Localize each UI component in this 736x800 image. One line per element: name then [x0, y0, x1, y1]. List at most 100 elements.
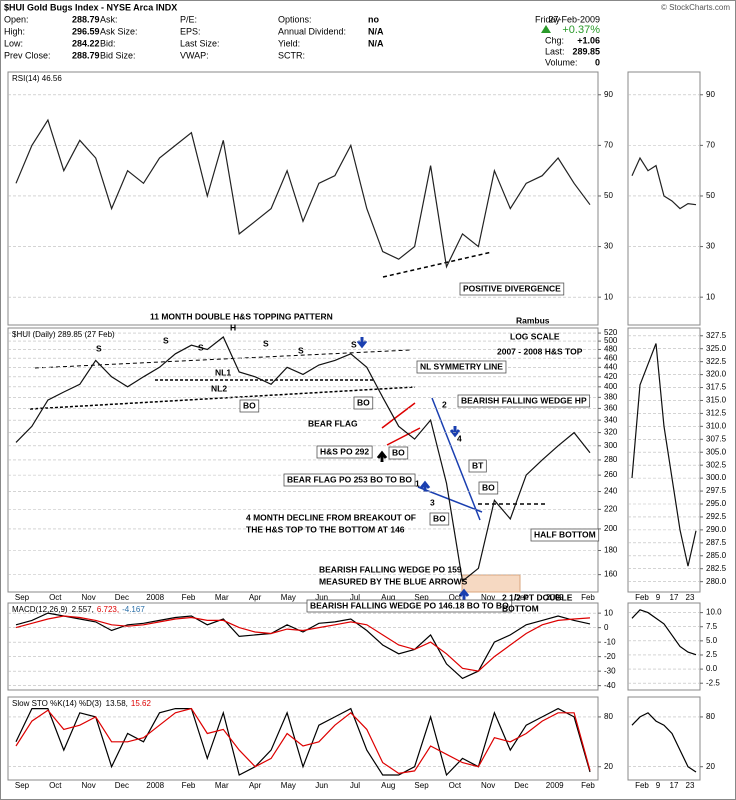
- annotation: 2 1/2 PT DOUBLE: [502, 592, 573, 602]
- y-tick-label: 282.5: [706, 564, 727, 573]
- y-tick-label: 280: [604, 455, 618, 464]
- x-tick-label: 2009: [546, 781, 564, 790]
- field-label: Low:: [4, 38, 23, 48]
- x-tick-label: Jun: [315, 781, 328, 790]
- annotation: HALF BOTTOM: [534, 529, 596, 539]
- x-tick-label: 2008: [146, 593, 164, 602]
- mini-macd-frame: [627, 602, 701, 691]
- field-label: Prev Close:: [4, 50, 51, 60]
- annotation-box: [353, 396, 374, 410]
- annotation: BEAR FLAG PO 253 BO TO BO: [287, 474, 412, 484]
- y-tick-label: 312.5: [706, 409, 727, 418]
- arrow: [376, 450, 388, 462]
- field-value: 296.59: [72, 26, 100, 36]
- x-tick-label: Feb: [182, 781, 196, 790]
- annotation: BEARISH FALLING WEDGE PO 159: [319, 564, 462, 574]
- y-tick-label: 285.0: [706, 551, 727, 560]
- y-tick-label: 160: [604, 570, 618, 579]
- wedge-line: [431, 397, 481, 521]
- y-tick-label: 305.0: [706, 447, 727, 456]
- y-tick-label: 290.0: [706, 525, 727, 534]
- annotation: BO: [482, 482, 495, 492]
- x-tick-label: 23: [686, 781, 695, 790]
- y-tick-label: 7.5: [706, 622, 718, 631]
- x-tick-label: Sep: [15, 593, 30, 602]
- annotation: Rambus: [516, 315, 550, 325]
- annotation-box: [239, 399, 260, 413]
- annotation: BO: [357, 397, 370, 407]
- y-tick-label: 50: [604, 191, 613, 200]
- series-line: [631, 156, 697, 210]
- quote-day: Friday: [535, 14, 561, 24]
- quote-value: +1.06: [577, 35, 600, 45]
- x-tick-label: Feb: [581, 781, 595, 790]
- y-tick-label: 500: [604, 336, 618, 345]
- y-tick-label: 295.0: [706, 499, 727, 508]
- annotation: S: [96, 343, 102, 353]
- sto-frame: [7, 696, 599, 781]
- mini-sto-frame: [627, 696, 701, 781]
- y-tick-label: 90: [706, 90, 715, 99]
- y-tick-label: 420: [604, 372, 618, 381]
- annotation: BO: [243, 400, 256, 410]
- x-tick-label: Feb: [581, 593, 595, 602]
- rsi-frame: [7, 71, 599, 326]
- x-tick-label: Jun: [315, 593, 328, 602]
- y-tick-label: 292.5: [706, 512, 727, 521]
- y-tick-label: 50: [706, 191, 715, 200]
- annotation-box: [457, 394, 591, 408]
- y-tick-label: -40: [604, 681, 616, 690]
- field-label: Last Size:: [180, 38, 220, 48]
- y-tick-label: 80: [706, 712, 715, 721]
- y-tick-label: 480: [604, 345, 618, 354]
- y-tick-label: 10: [706, 292, 715, 301]
- annotation: 2007 - 2008 H&S TOP: [497, 346, 583, 356]
- series-line: [15, 707, 591, 775]
- annotation: POSITIVE DIVERGENCE: [463, 283, 561, 293]
- flag-line: [381, 402, 416, 429]
- drawings: [29, 251, 548, 600]
- series-line: [631, 343, 697, 567]
- quote-value: 289.85: [572, 46, 600, 56]
- header: $HUI Gold Bugs Index - NYSE Arca INDX © …: [4, 2, 730, 12]
- quote-value: 0: [595, 57, 600, 67]
- annotation: 11 MONTH DOUBLE H&S TOPPING PATTERN: [150, 311, 333, 321]
- field-label: High:: [4, 26, 25, 36]
- double-bottom-box: [461, 574, 521, 593]
- y-tick-label: 360: [604, 404, 618, 413]
- annotation: BT: [472, 460, 484, 470]
- y-tick-label: 200: [604, 524, 618, 533]
- field-label: Bid Size:: [100, 50, 136, 60]
- y-tick-label: -30: [604, 666, 616, 675]
- x-tick-label: May: [281, 781, 296, 790]
- x-tick-label: 9: [656, 593, 661, 602]
- annotation: BEAR FLAG: [308, 418, 358, 428]
- flag-line: [386, 427, 421, 446]
- x-tick-label: Nov: [481, 593, 495, 602]
- annotation: NL SYMMETRY LINE: [420, 361, 503, 371]
- series-line: [15, 336, 591, 583]
- field-value: N/A: [368, 38, 384, 48]
- y-tick-label: 460: [604, 353, 618, 362]
- x-tick-label: Oct: [449, 593, 462, 602]
- mini-rsi-frame: [627, 71, 701, 326]
- x-tick-label: Aug: [381, 593, 395, 602]
- x-tick-label: 2009: [546, 593, 564, 602]
- field-value: 288.79: [72, 14, 100, 24]
- arrow: [356, 337, 368, 349]
- annotation: LOG SCALE: [510, 331, 560, 341]
- field-label: Ask:: [100, 14, 118, 24]
- y-tick-label: 20: [604, 762, 613, 771]
- x-tick-label: Sep: [414, 781, 429, 790]
- mini-price-frame: [627, 327, 701, 593]
- x-tick-label: Oct: [49, 781, 62, 790]
- annotation-box: [388, 446, 409, 460]
- y-tick-label: 320.0: [706, 370, 727, 379]
- y-tick-label: 327.5: [706, 331, 727, 340]
- quote-date: 27-Feb-2009: [548, 14, 600, 24]
- macd-frame: [7, 602, 599, 691]
- x-tick-label: 9: [656, 781, 661, 790]
- divergence-line: [382, 251, 493, 278]
- y-tick-label: 240: [604, 487, 618, 496]
